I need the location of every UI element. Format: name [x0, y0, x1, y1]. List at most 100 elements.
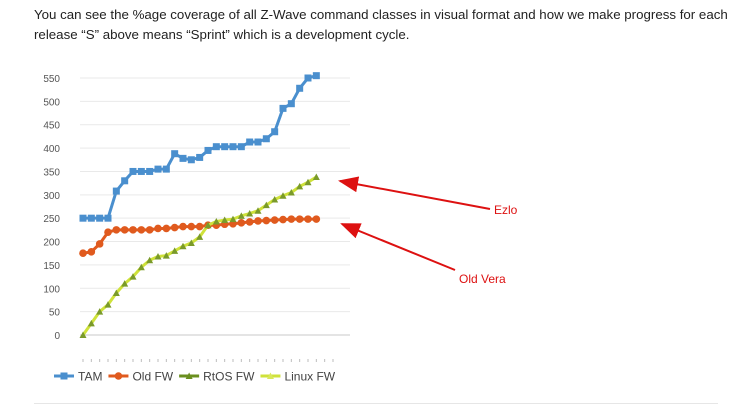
data-point	[287, 215, 296, 223]
annotation-old-vera: Old Vera	[340, 223, 506, 286]
data-point	[187, 222, 196, 231]
data-point	[121, 280, 129, 287]
data-point	[121, 177, 129, 185]
legend-label: Linux FW	[284, 370, 335, 384]
data-point	[179, 154, 187, 162]
data-point	[221, 216, 229, 224]
data-point	[79, 331, 87, 338]
data-point	[129, 167, 137, 175]
data-point	[312, 215, 321, 223]
data-point	[229, 215, 237, 223]
data-point	[187, 239, 195, 246]
data-point	[104, 214, 112, 222]
y-tick-label: 350	[43, 167, 60, 178]
annotation-label: Ezlo	[494, 203, 518, 217]
data-point	[304, 178, 312, 186]
data-point	[195, 222, 204, 231]
data-point	[237, 212, 245, 219]
data-point	[196, 153, 204, 161]
data-point	[262, 201, 270, 209]
data-point	[112, 289, 120, 296]
data-point	[312, 173, 320, 181]
data-point	[229, 143, 237, 151]
data-point	[212, 143, 220, 151]
data-point	[237, 143, 245, 151]
bottom-divider	[34, 403, 718, 404]
data-point	[137, 167, 145, 175]
legend-item-tam: TAM	[54, 370, 102, 384]
data-point	[104, 228, 112, 236]
legend-item-old-fw: Old FW	[108, 370, 174, 384]
data-point	[87, 319, 95, 327]
series-lines	[79, 72, 321, 338]
data-point	[162, 252, 170, 259]
legend: TAM Old FW RtOS FW Linux FW	[54, 370, 336, 384]
legend-label: RtOS FW	[203, 370, 255, 384]
data-point	[170, 223, 179, 232]
data-point	[246, 138, 254, 146]
data-point	[254, 138, 262, 146]
legend-marker	[114, 372, 123, 380]
data-point	[87, 214, 95, 222]
legend-label: TAM	[78, 370, 102, 384]
legend-item-rtos-fw: RtOS FW	[179, 370, 255, 384]
data-point	[279, 192, 287, 199]
data-point	[246, 210, 254, 217]
data-point	[296, 84, 304, 92]
y-tick-label: 100	[43, 284, 60, 295]
legend-label: Old FW	[132, 370, 173, 384]
data-point	[79, 214, 87, 222]
data-point	[187, 156, 195, 164]
legend-marker	[60, 372, 68, 380]
data-point	[279, 104, 287, 112]
annotations: Ezlo Old Vera	[338, 176, 518, 286]
data-point	[262, 216, 271, 225]
legend-marker	[185, 372, 193, 379]
y-tick-label: 500	[43, 97, 60, 108]
data-point	[129, 226, 137, 234]
annotation-arrow	[340, 223, 456, 271]
data-point	[146, 256, 154, 264]
data-point	[96, 308, 104, 315]
gridlines	[80, 77, 350, 336]
data-point	[271, 195, 279, 203]
data-point	[304, 74, 312, 82]
data-point	[179, 242, 187, 250]
series-tam	[79, 72, 320, 222]
data-point	[162, 165, 170, 173]
intro-paragraph: You can see the %age coverage of all Z-W…	[34, 7, 728, 42]
y-tick-label: 300	[43, 191, 60, 202]
data-point	[162, 224, 171, 233]
data-point	[196, 233, 204, 240]
data-point	[312, 72, 320, 80]
data-point	[146, 167, 154, 175]
x-axis	[80, 334, 350, 362]
data-point	[287, 188, 295, 196]
data-point	[95, 240, 104, 248]
legend-marker	[266, 372, 274, 379]
y-tick-label: 400	[43, 144, 60, 155]
y-tick-label: 250	[43, 214, 60, 225]
data-point	[154, 252, 162, 260]
data-point	[137, 263, 145, 271]
data-point	[271, 128, 279, 136]
y-tick-label: 550	[43, 74, 60, 85]
y-tick-label: 200	[43, 238, 60, 249]
data-point	[204, 146, 212, 154]
y-tick-label: 0	[54, 331, 60, 342]
data-point	[287, 100, 295, 108]
data-point	[137, 226, 146, 234]
data-point	[304, 215, 312, 223]
data-point	[221, 143, 229, 151]
data-point	[245, 218, 254, 226]
data-point	[145, 226, 154, 234]
annotation-arrow	[338, 176, 491, 210]
data-point	[154, 224, 162, 233]
data-point	[120, 226, 129, 234]
data-point	[96, 214, 104, 222]
data-point	[270, 216, 279, 224]
data-point	[79, 249, 87, 258]
annotation-ezlo: Ezlo	[338, 176, 518, 217]
